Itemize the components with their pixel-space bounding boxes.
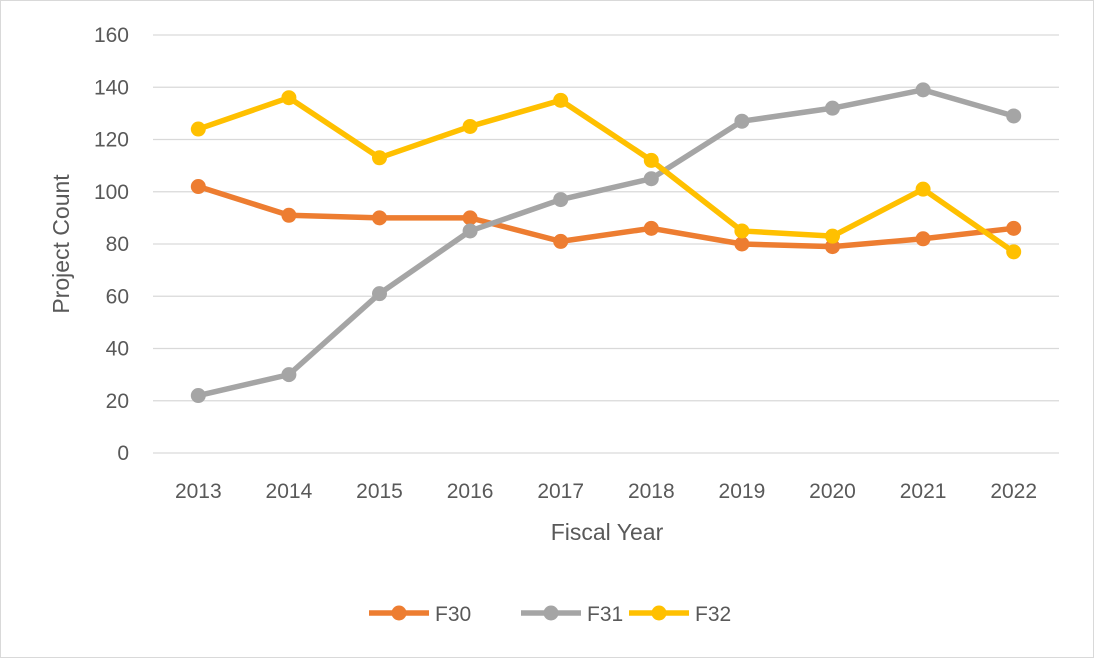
data-point [190,121,206,137]
y-tick-label: 120 [94,129,129,152]
data-point [553,192,569,208]
y-tick-label: 0 [117,442,129,465]
legend: F30 F31 F32 [369,603,731,626]
x-tick-label: 2018 [628,480,675,503]
x-tick-label: 2014 [266,480,313,503]
legend-swatch-marker [543,605,559,621]
x-axis-title: Fiscal Year [551,519,664,545]
data-point [372,210,387,226]
data-point [190,388,206,404]
x-tick-label: 2019 [719,480,766,503]
y-tick-label: 60 [106,285,129,308]
data-point [462,223,478,239]
data-point [643,152,659,168]
x-tick-label: 2020 [809,480,856,503]
x-tick-label: 2013 [175,480,222,503]
x-tick-label: 2022 [990,480,1037,503]
series-line [195,183,1017,250]
data-point [643,220,659,236]
y-tick-label: 80 [106,233,129,256]
legend-item: F31 [521,603,623,626]
series-f30 [190,179,1022,255]
data-point [825,239,840,255]
data-point [734,236,750,252]
x-axis-ticks: 2013 2014 2015 2016 2017 2018 2019 2020 2021 2022 [175,480,1037,503]
legend-item: F32 [629,603,731,626]
series-f31 [190,82,1022,404]
data-point [734,113,750,129]
data-point [372,286,387,302]
series-line [195,94,1017,255]
y-tick-label: 160 [94,24,129,47]
data-point [1006,108,1022,124]
data-point [281,90,297,106]
data-point [734,223,750,239]
data-point [915,181,931,197]
data-point [281,207,297,223]
data-point [462,118,478,134]
data-point [462,210,478,226]
legend-item: F30 [369,603,471,626]
y-axis-title: Project Count [48,174,74,314]
x-tick-label: 2016 [447,480,494,503]
legend-label: F31 [587,603,623,626]
y-tick-label: 20 [106,390,129,413]
data-point [825,100,840,116]
data-point [372,150,387,166]
series-group [190,82,1022,404]
series-f32 [190,90,1022,260]
legend-label: F30 [435,603,471,626]
legend-label: F32 [695,603,731,626]
data-point [643,171,659,187]
data-point [190,179,206,195]
data-point [553,92,569,108]
x-tick-label: 2017 [537,480,584,503]
data-point [1006,220,1022,236]
x-tick-label: 2021 [900,480,947,503]
data-point [915,231,931,247]
legend-swatch-marker [391,605,407,621]
legend-swatch-marker [651,605,667,621]
data-point [1006,244,1022,260]
series-line [195,87,1017,399]
y-tick-label: 40 [106,338,129,361]
data-point [915,82,931,98]
x-tick-label: 2015 [356,480,403,503]
data-point [281,367,297,383]
y-tick-label: 100 [94,181,129,204]
y-axis-ticks: 0 20 40 60 80 100 120 140 160 [94,24,129,465]
data-point [553,233,569,249]
y-tick-label: 140 [94,76,129,99]
data-point [825,228,840,244]
